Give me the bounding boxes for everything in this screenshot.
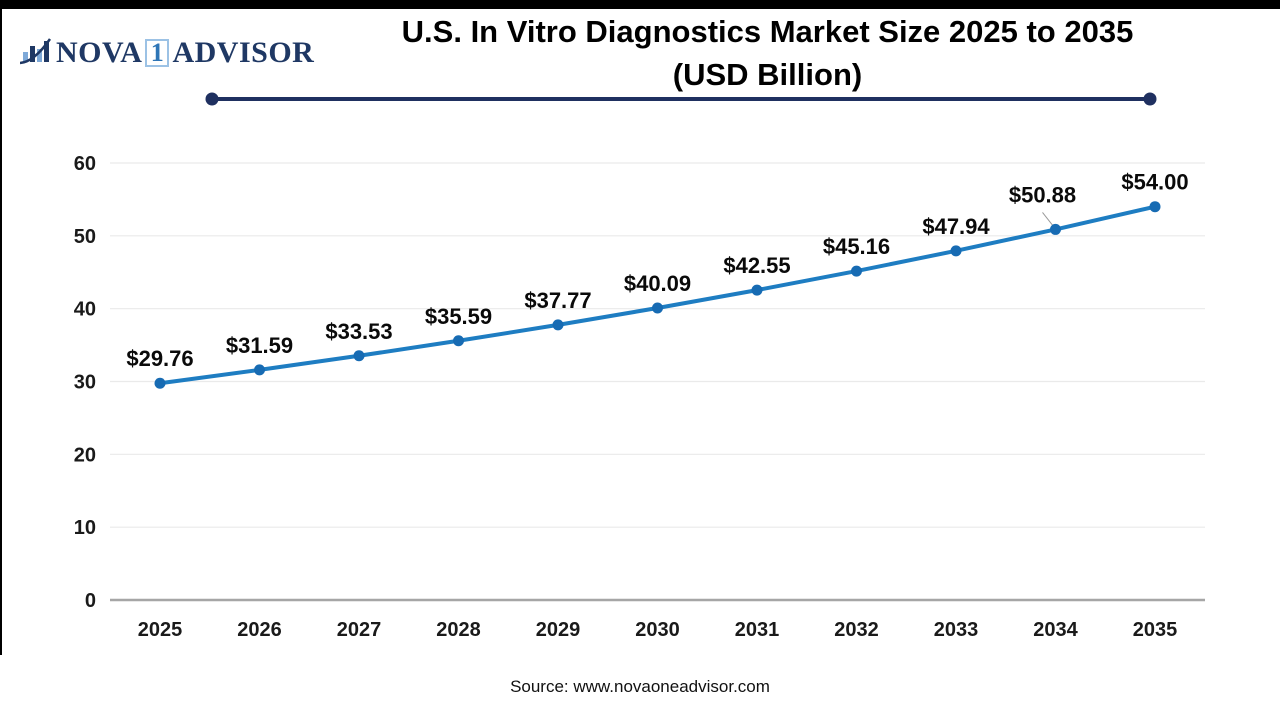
data-point-label: $42.55 (723, 253, 790, 278)
x-tick-label: 2034 (1033, 619, 1078, 641)
x-tick-label: 2030 (635, 619, 680, 641)
nova-one-advisor-logo: NOVA 1 ADVISOR (19, 34, 315, 72)
source-attribution: Source: www.novaoneadvisor.com (510, 677, 770, 696)
data-point-label: $54.00 (1121, 170, 1188, 195)
logo-one-badge: 1 (145, 39, 170, 67)
title-underline-dot-right (1143, 92, 1157, 106)
data-point-marker (652, 302, 663, 314)
label-leader-line (1042, 212, 1054, 227)
x-tick-label: 2026 (237, 619, 282, 641)
data-point-label: $50.88 (1009, 182, 1076, 207)
data-point-label: $45.16 (823, 234, 890, 259)
y-tick-label: 20 (74, 444, 96, 466)
y-tick-label: 0 (85, 590, 96, 612)
x-tick-label: 2025 (138, 619, 183, 641)
data-point-marker (453, 335, 464, 347)
x-tick-label: 2027 (337, 619, 382, 641)
data-point-marker (154, 377, 166, 389)
data-point-marker (254, 364, 265, 376)
y-tick-label: 30 (74, 372, 96, 394)
data-point-marker (950, 245, 962, 257)
x-tick-label: 2033 (934, 619, 979, 641)
y-tick-label: 50 (74, 226, 96, 248)
scan-edge-top (0, 0, 1280, 9)
scan-edge-left (0, 0, 2, 655)
chart-title-line1: U.S. In Vitro Diagnostics Market Size 20… (401, 14, 1134, 49)
data-point-marker (1149, 201, 1161, 213)
data-point-label: $31.59 (226, 333, 293, 358)
y-tick-label: 40 (74, 299, 96, 321)
y-tick-label: 60 (74, 153, 96, 175)
logo-text-nova: NOVA (56, 36, 143, 69)
chart-title: U.S. In Vitro Diagnostics Market Size 20… (380, 10, 1155, 96)
data-point-label: $29.76 (126, 346, 193, 371)
x-tick-label: 2028 (436, 619, 481, 641)
data-point-marker (851, 265, 862, 277)
x-tick-label: 2029 (536, 619, 581, 641)
data-point-marker (552, 319, 564, 331)
title-underline (205, 92, 1157, 106)
y-tick-label: 10 (74, 517, 96, 539)
x-tick-label: 2031 (735, 619, 780, 641)
data-point-label: $40.09 (624, 271, 691, 296)
chart-title-line2: (USD Billion) (672, 57, 863, 92)
title-underline-dot-left (205, 92, 219, 106)
logo-text-advisor: ADVISOR (172, 36, 315, 69)
data-point-marker (751, 284, 763, 296)
data-point-label: $35.59 (425, 304, 492, 329)
data-point-marker (353, 350, 365, 362)
data-point-marker (1050, 223, 1061, 235)
data-point-label: $37.77 (524, 288, 591, 313)
x-tick-label: 2032 (834, 619, 879, 641)
data-point-label: $33.53 (325, 319, 392, 344)
bar-chart-swoosh-icon (19, 36, 52, 71)
data-point-label: $47.94 (922, 214, 990, 239)
x-tick-label: 2035 (1133, 619, 1178, 641)
